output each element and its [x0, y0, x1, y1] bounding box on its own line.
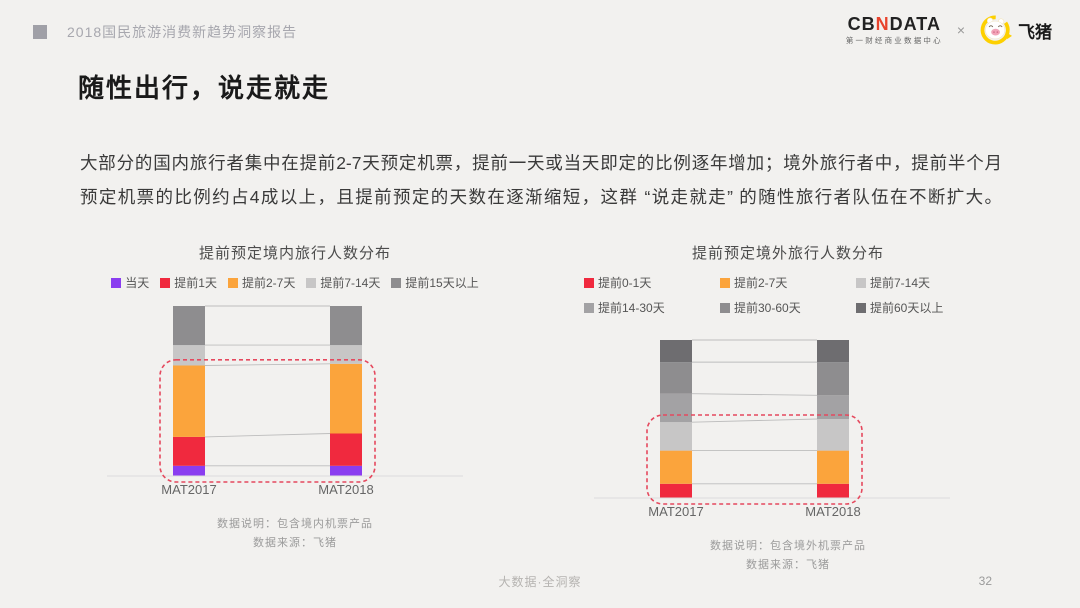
chart-notes: 数据说明：包含境外机票产品 数据来源：飞猪 [592, 537, 984, 575]
legend-label: 提前2-7天 [241, 276, 296, 290]
bar-segment [660, 340, 692, 363]
legend-swatch-icon [584, 277, 594, 288]
footer-slogan: 大数据·全洞察 [498, 575, 582, 589]
bar-segment [817, 419, 849, 451]
x-axis-label: MAT2017 [161, 482, 216, 497]
x-axis-label: MAT2018 [805, 504, 860, 519]
chart-legend: 当天 提前1天 提前2-7天 提前7-14天 提前15天以上 [105, 274, 485, 291]
body-paragraph: 大部分的国内旅行者集中在提前2-7天预定机票，提前一天或当天即定的比例逐年增加；… [80, 146, 1002, 214]
bar-segment [173, 306, 205, 346]
domestic-booking-chart: 提前预定境内旅行人数分布 当天 提前1天 提前2-7天 提前7-14天 提前15天以上 … [105, 242, 485, 553]
bar-segment [817, 395, 849, 419]
x-axis-label: MAT2018 [318, 482, 373, 497]
legend-swatch-icon [160, 277, 171, 288]
highlight-dashed-box [159, 358, 376, 483]
legend-swatch-icon [391, 277, 402, 288]
cbndata-subtitle: 第一财经商业数据中心 [845, 35, 943, 45]
outbound-booking-chart: 提前预定境外旅行人数分布 提前0-1天 提前2-7天 提前7-14天提前14-30天… [584, 242, 984, 575]
chart-legend: 提前0-1天 提前2-7天 提前7-14天提前14-30天 提前30-60天 提前60天… [584, 274, 984, 316]
legend-item: 提前30-60天 [720, 299, 856, 316]
bar-segment [817, 340, 849, 363]
bar-segment [330, 433, 362, 466]
bar-segment [330, 363, 362, 434]
chart-note-source-line2: 数据来源：飞猪 [746, 559, 830, 571]
legend-label: 当天 [125, 276, 150, 290]
header-left: 2018国民旅游消费新趋势洞察报告 [33, 22, 297, 42]
bar-segment [817, 450, 849, 484]
legend-swatch-icon [856, 302, 866, 313]
legend-swatch-icon [856, 277, 866, 288]
body-line-1: 大部分的国内旅行者集中在提前2-7天预定机票，提前一天或当天即定的比例逐年增加；… [80, 153, 1002, 173]
legend-item: 提前2-7天 [227, 274, 296, 291]
legend-label: 提前7-14天 [870, 276, 931, 290]
stacked-bar-plot: MAT2017 MAT2018 [107, 305, 463, 497]
legend-label: 提前30-60天 [734, 301, 801, 315]
legend-label: 提前7-14天 [320, 276, 381, 290]
legend-item: 提前7-14天 [856, 274, 992, 291]
legend-label: 提前15天以上 [405, 276, 479, 290]
legend-label: 提前1天 [174, 276, 217, 290]
report-title: 2018国民旅游消费新趋势洞察报告 [67, 24, 298, 40]
page-number: 32 [978, 574, 992, 588]
legend-swatch-icon [227, 277, 238, 288]
bar-segment [173, 465, 205, 476]
bar-segment [330, 465, 362, 476]
cbndata-n-glyph: N [875, 13, 890, 34]
legend-item: 提前14-30天 [584, 299, 720, 316]
legend-item: 提前1天 [160, 274, 217, 291]
legend-item: 提前2-7天 [720, 274, 856, 291]
chart-notes: 数据说明：包含境内机票产品 数据来源：飞猪 [105, 515, 485, 553]
legend-swatch-icon [720, 277, 730, 288]
stacked-bar-plot: MAT2017 MAT2018 [594, 339, 950, 519]
legend-label: 提前60天以上 [870, 301, 944, 315]
chart-plot: MAT2017 MAT2018 [592, 318, 984, 524]
page-title: 随性出行，说走就走 [78, 73, 331, 103]
header-logos: CBNDATA 第一财经商业数据中心 × 飞猪 [846, 14, 1052, 46]
legend-item: 当天 [111, 274, 149, 291]
bar-segment [660, 393, 692, 423]
chart-note-source-line1: 数据说明：包含境内机票产品 [217, 518, 373, 530]
bar-segment [330, 345, 362, 364]
bar-segment [817, 362, 849, 396]
bar-segment [660, 362, 692, 394]
chart-note-source-line2: 数据来源：飞猪 [253, 537, 337, 549]
legend-item: 提前15天以上 [391, 274, 479, 291]
legend-swatch-icon [306, 277, 317, 288]
cbndata-logo: CBNDATA 第一财经商业数据中心 [846, 15, 943, 46]
bar-segment [660, 422, 692, 451]
bar-segment [173, 365, 205, 437]
header-square-icon [33, 25, 47, 39]
bar-segment [660, 450, 692, 484]
legend-label: 提前14-30天 [598, 301, 665, 315]
chart-plot: MAT2017 MAT2018 [105, 296, 485, 502]
legend-item: 提前0-1天 [584, 274, 720, 291]
multiply-sign: × [956, 22, 965, 38]
body-line-2: 预定机票的比例约占4成以上，且提前预定的天数在逐渐缩短，这群 “说走就走” 的随… [80, 187, 1002, 207]
legend-item: 提前7-14天 [306, 274, 380, 291]
fliggy-label: 飞猪 [1018, 22, 1052, 42]
bar-segment [817, 483, 849, 498]
fliggy-pig-icon [980, 15, 1012, 45]
cbndata-wordmark: CBNDATA [847, 13, 941, 34]
bar-segment [173, 436, 205, 466]
legend-swatch-icon [584, 302, 594, 313]
chart-note-source-line1: 数据说明：包含境外机票产品 [710, 540, 866, 552]
bar-segment [173, 345, 205, 366]
legend-item: 提前60天以上 [856, 299, 992, 316]
legend-swatch-icon [720, 302, 730, 313]
fliggy-logo: 飞猪 [979, 14, 1052, 46]
chart-title: 提前预定境外旅行人数分布 [691, 245, 884, 262]
x-axis-label: MAT2017 [648, 504, 703, 519]
legend-swatch-icon [111, 277, 122, 288]
chart-title: 提前预定境内旅行人数分布 [198, 245, 391, 262]
legend-label: 提前0-1天 [598, 276, 652, 290]
highlight-dashed-box [646, 414, 863, 505]
bar-segment [330, 306, 362, 346]
legend-label: 提前2-7天 [734, 276, 788, 290]
bar-segment [660, 483, 692, 498]
